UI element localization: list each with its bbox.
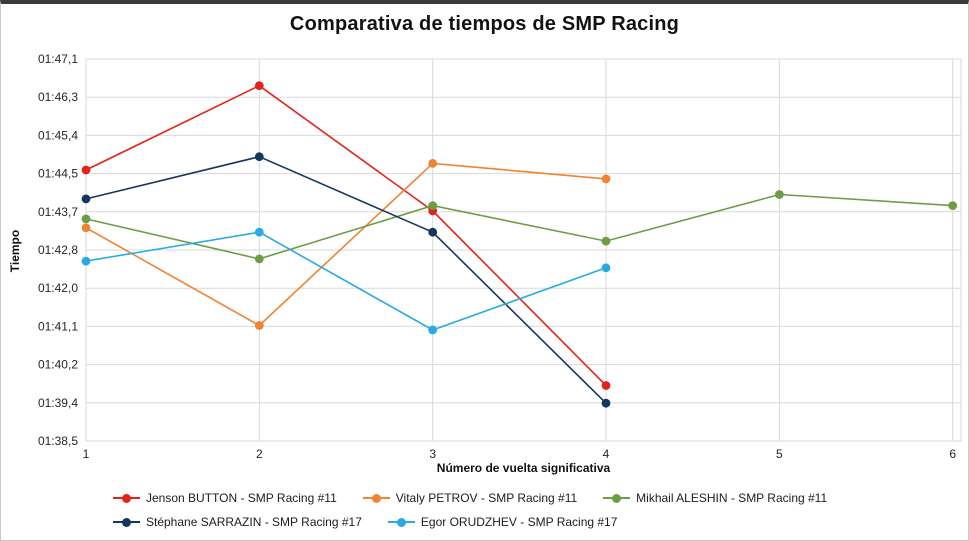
- legend-item-sarrazin: Stéphane SARRAZIN - SMP Racing #17: [113, 515, 362, 529]
- line-marker-icon: [113, 493, 140, 503]
- data-point: [428, 159, 438, 168]
- data-point: [428, 201, 438, 211]
- data-point: [81, 165, 91, 175]
- legend-row-1: Jenson BUTTON - SMP Racing #11 Vitaly PE…: [1, 486, 968, 510]
- x-tick-label: 3: [429, 447, 436, 461]
- data-point: [948, 201, 958, 211]
- legend-label: Jenson BUTTON - SMP Racing #11: [146, 491, 337, 505]
- series-line: [85, 162, 607, 327]
- data-point: [254, 254, 264, 264]
- y-tick-label: 01:46,3: [38, 90, 78, 104]
- x-tick-label: 5: [776, 447, 783, 461]
- line-marker-icon: [603, 493, 631, 503]
- line-marker-icon: [362, 493, 390, 503]
- data-point: [254, 227, 264, 237]
- data-point: [81, 256, 91, 266]
- series-line: [85, 193, 953, 260]
- y-tick-label: 01:43,7: [38, 205, 78, 219]
- legend-label: Egor ORUDZHEV - SMP Racing #17: [420, 515, 618, 529]
- series-line: [85, 84, 607, 387]
- chart-title: Comparativa de tiempos de SMP Racing: [289, 13, 680, 35]
- line-marker-icon: [113, 517, 140, 527]
- data-point: [601, 174, 611, 184]
- y-tick-label: 01:39,4: [38, 396, 78, 410]
- data-point: [601, 236, 611, 246]
- data-point: [254, 152, 264, 162]
- series-line: [85, 155, 607, 404]
- y-tick-label: 01:42,0: [38, 281, 78, 295]
- data-point: [81, 223, 91, 233]
- y-tick-label: 01:41,1: [38, 319, 78, 333]
- legend-row-2: Stéphane SARRAZIN - SMP Racing #17 Egor …: [1, 510, 968, 534]
- data-point: [775, 190, 784, 199]
- x-tick-label: 2: [256, 447, 263, 461]
- data-point: [601, 398, 611, 408]
- legend-item-orudzhev: Egor ORUDZHEV - SMP Racing #17: [387, 515, 618, 529]
- legend-label: Mikhail ALESHIN - SMP Racing #11: [636, 491, 828, 505]
- data-point: [81, 214, 91, 224]
- plot-border: [85, 58, 962, 442]
- legend-label: Vitaly PETROV - SMP Racing #11: [395, 491, 578, 505]
- y-axis-title: Tiempo: [8, 229, 22, 273]
- data-point: [601, 381, 611, 390]
- y-tick-label: 01:44,5: [38, 167, 78, 181]
- y-tick-label: 01:38,5: [38, 434, 78, 448]
- line-marker-icon: [387, 517, 415, 527]
- data-point: [428, 325, 438, 335]
- y-tick-label: 01:45,4: [38, 128, 78, 142]
- legend-item-petrov: Vitaly PETROV - SMP Racing #11: [362, 491, 578, 505]
- chart-canvas: 01:38,5 01:39,4 01:40,2 01:41,1 01:42,0 01:42…: [38, 52, 962, 461]
- y-tick-label: 01:40,2: [38, 358, 78, 372]
- legend-item-button: Jenson BUTTON - SMP Racing #11: [113, 491, 337, 505]
- series-line: [85, 231, 607, 331]
- data-point: [81, 194, 91, 204]
- x-axis-title: Número de vuelta significativa: [436, 461, 611, 475]
- data-point: [254, 321, 264, 330]
- data-point: [601, 263, 611, 273]
- x-tick-label: 6: [949, 447, 956, 461]
- legend-label: Stéphane SARRAZIN - SMP Racing #17: [146, 515, 362, 529]
- legend-item-aleshin: Mikhail ALESHIN - SMP Racing #11: [603, 491, 827, 505]
- y-tick-label: 01:42,8: [38, 243, 78, 257]
- x-tick-label: 1: [83, 447, 90, 461]
- chart-legend: Jenson BUTTON - SMP Racing #11 Vitaly PE…: [1, 486, 968, 534]
- y-tick-label: 01:47,1: [38, 52, 78, 66]
- x-tick-label: 4: [603, 447, 610, 461]
- data-point: [254, 81, 264, 91]
- data-point: [428, 227, 438, 237]
